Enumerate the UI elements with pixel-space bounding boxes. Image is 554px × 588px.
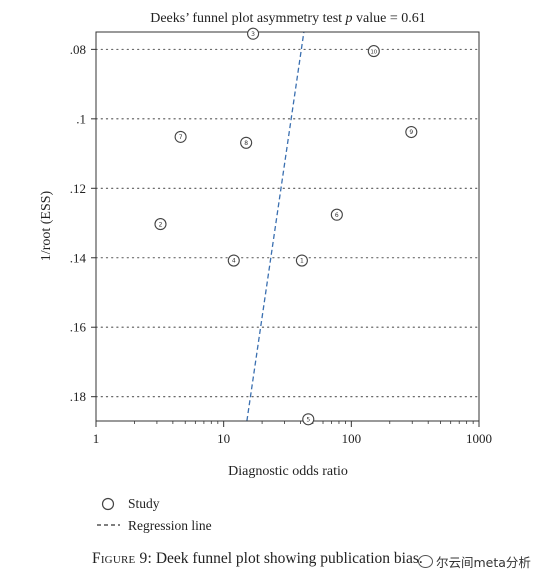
y-axis: .08 .1 .12 .14 .16 .18 bbox=[70, 42, 96, 404]
study-point-marker bbox=[405, 125, 418, 139]
x-tick-label: 10 bbox=[217, 431, 230, 446]
study-point-marker bbox=[227, 254, 240, 267]
gridlines bbox=[95, 48, 480, 398]
wechat-icon bbox=[418, 555, 433, 568]
regression-line bbox=[246, 31, 305, 422]
x-axis-label: Diagnostic odds ratio bbox=[228, 464, 348, 479]
plot-area-frame bbox=[95, 31, 480, 422]
caption-text: Deek funnel plot showing publication bia… bbox=[155, 550, 423, 567]
study-point-label: 5 bbox=[306, 416, 310, 423]
study-point-label: 4 bbox=[232, 258, 236, 265]
figure-caption: Figure 9: Deek funnel plot showing publi… bbox=[92, 550, 423, 568]
study-point-label: 3 bbox=[251, 31, 255, 38]
study-point-marker bbox=[174, 130, 187, 143]
title-part-2: value = 0.61 bbox=[353, 11, 426, 26]
study-point-marker bbox=[330, 208, 343, 221]
study-point-label: 6 bbox=[335, 212, 339, 219]
y-tick-label: .16 bbox=[70, 320, 87, 335]
y-axis-label: 1/root (ESS) bbox=[39, 190, 54, 261]
study-point: 2 bbox=[154, 218, 167, 231]
watermark-text: 尔云间meta分析 bbox=[436, 555, 531, 570]
study-point-label: 7 bbox=[179, 134, 183, 141]
study-point-marker bbox=[295, 254, 308, 267]
legend-regression-label: Regression line bbox=[128, 518, 212, 533]
study-point-marker bbox=[247, 27, 260, 40]
title-part-italic-p: p bbox=[345, 11, 353, 26]
y-tick-label: .08 bbox=[70, 42, 86, 57]
study-point-label: 8 bbox=[244, 140, 248, 147]
study-point: 5 bbox=[302, 413, 315, 426]
study-point: 4 bbox=[227, 254, 240, 267]
study-point-label: 9 bbox=[409, 129, 413, 136]
y-tick-label: .1 bbox=[76, 111, 86, 126]
study-point-marker bbox=[154, 218, 167, 231]
figure-number: Figure 9: bbox=[92, 550, 152, 567]
legend-study-label: Study bbox=[128, 496, 160, 511]
study-point: 3 bbox=[247, 27, 260, 40]
legend: Study Regression line bbox=[97, 496, 212, 533]
title-part-1: Deeks’ funnel plot asymmetry test bbox=[150, 11, 345, 26]
x-tick-label: 100 bbox=[342, 431, 362, 446]
study-point: 10 bbox=[367, 45, 380, 58]
x-tick-label: 1 bbox=[93, 431, 100, 446]
x-axis: 1 10 100 1000 bbox=[93, 421, 492, 446]
study-point: 8 bbox=[240, 136, 253, 149]
y-tick-label: .18 bbox=[70, 389, 86, 404]
x-tick-label: 1000 bbox=[466, 431, 492, 446]
y-tick-label: .14 bbox=[70, 250, 87, 265]
study-point: 6 bbox=[330, 208, 343, 221]
study-point-label: 1 bbox=[300, 258, 304, 265]
study-point-marker bbox=[240, 136, 253, 149]
study-point-marker bbox=[367, 45, 380, 58]
legend-study-symbol bbox=[101, 497, 115, 511]
watermark: 尔云间meta分析 bbox=[418, 552, 531, 571]
study-point: 1 bbox=[295, 254, 308, 267]
study-points: 1 2 3 4 5 6 7 8 9 10 bbox=[154, 27, 418, 426]
chart-title: Deeks’ funnel plot asymmetry test p valu… bbox=[150, 11, 426, 26]
study-point: 7 bbox=[174, 130, 187, 143]
study-point-marker bbox=[302, 413, 315, 426]
study-point-label: 2 bbox=[159, 221, 163, 228]
study-point: 9 bbox=[405, 125, 418, 139]
regression-line-group bbox=[246, 31, 305, 422]
y-tick-label: .12 bbox=[70, 181, 86, 196]
study-point-label: 10 bbox=[371, 49, 378, 55]
